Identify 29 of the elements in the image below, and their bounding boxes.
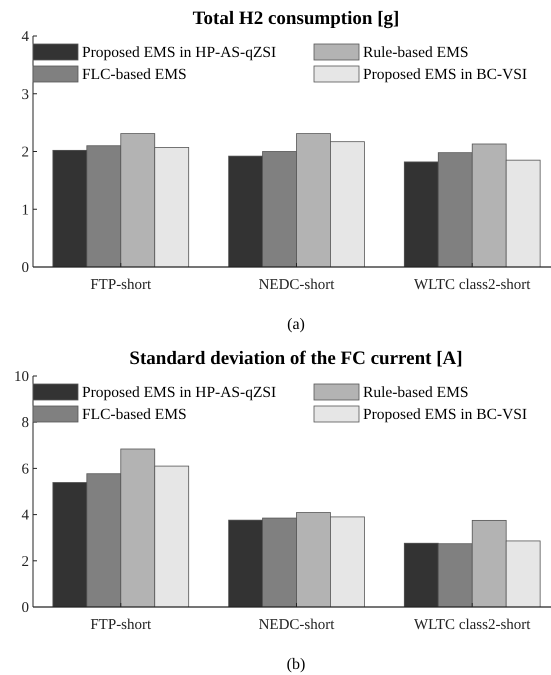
chart-title: Standard deviation of the FC current [A] <box>129 348 463 369</box>
y-tick-label: 0 <box>22 600 29 616</box>
y-tick-label: 2 <box>22 554 29 570</box>
y-tick-label: 10 <box>14 369 29 385</box>
legend-label: Rule-based EMS <box>363 44 468 61</box>
x-tick-label: NEDC-short <box>258 617 336 633</box>
x-tick-label: FTP-short <box>90 617 152 633</box>
y-tick-label: 3 <box>22 86 29 103</box>
legend-label: FLC-based EMS <box>82 406 187 423</box>
legend-label: Proposed EMS in HP-AS-qZSI <box>82 384 276 401</box>
x-tick-label: WLTC class2-short <box>414 277 532 293</box>
legend-label: Proposed EMS in HP-AS-qZSI <box>82 44 276 61</box>
legend-label: Proposed EMS in BC-VSI <box>363 66 528 83</box>
y-tick-label: 8 <box>22 415 29 432</box>
y-tick-label: 6 <box>22 461 30 478</box>
y-tick-label: 1 <box>22 202 29 218</box>
y-tick-label: 0 <box>22 260 29 276</box>
x-tick-label: FTP-short <box>90 277 152 293</box>
y-tick-label: 4 <box>22 29 30 45</box>
legend-label: FLC-based EMS <box>82 66 187 83</box>
x-tick-label: WLTC class2-short <box>414 617 532 633</box>
y-tick-label: 2 <box>22 144 29 160</box>
legend-label: Proposed EMS in BC-VSI <box>363 406 528 423</box>
chart-title: Total H2 consumption [g] <box>192 8 400 29</box>
x-axis-title: (a) <box>287 316 305 333</box>
x-axis-title: (b) <box>286 656 306 673</box>
y-tick-label: 4 <box>22 508 30 524</box>
x-tick-label: NEDC-short <box>258 277 336 293</box>
legend-label: Rule-based EMS <box>363 384 468 401</box>
